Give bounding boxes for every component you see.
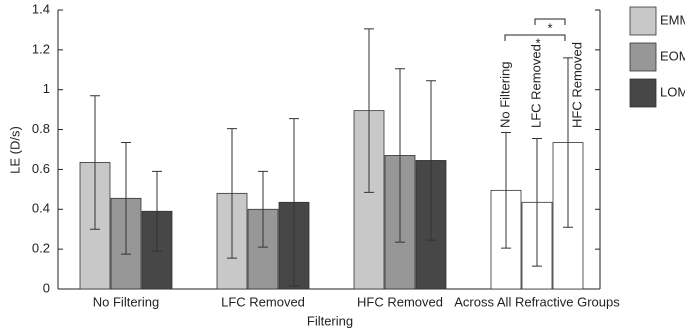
y-tick-label: 0.2 bbox=[32, 241, 50, 256]
group-label: No Filtering bbox=[497, 62, 512, 128]
error-bar bbox=[258, 170, 268, 248]
x-tick-label: HFC Removed bbox=[357, 294, 443, 309]
y-tick-label: 1.2 bbox=[32, 41, 50, 56]
x-tick-label: Across All Refractive Groups bbox=[454, 294, 620, 309]
legend-label: LOM bbox=[660, 84, 685, 99]
error-bar bbox=[501, 132, 511, 249]
y-tick-label: 1 bbox=[43, 81, 50, 96]
y-tick-label: 0 bbox=[43, 280, 50, 295]
error-bar bbox=[289, 118, 299, 287]
legend-swatch bbox=[629, 6, 657, 36]
error-bar bbox=[395, 68, 405, 243]
y-tick-label: 1.4 bbox=[32, 1, 50, 16]
error-bar bbox=[532, 138, 542, 267]
legend-label: EMM bbox=[660, 12, 685, 27]
error-bar bbox=[90, 95, 100, 230]
error-bar bbox=[227, 128, 237, 259]
annotation: * bbox=[535, 35, 540, 50]
significance-bracket bbox=[504, 18, 566, 41]
error-bar bbox=[152, 170, 162, 252]
y-axis-label: LE (D/s) bbox=[7, 126, 22, 174]
annotation: * bbox=[547, 20, 552, 35]
group-label: HFC Removed bbox=[569, 42, 584, 128]
group-label: LFC Removed bbox=[528, 44, 543, 128]
legend-swatch bbox=[629, 42, 657, 72]
error-bar bbox=[563, 57, 573, 228]
error-bar bbox=[426, 80, 436, 241]
x-axis-label: Filtering bbox=[307, 313, 353, 328]
y-tick-label: 0.6 bbox=[32, 161, 50, 176]
legend-swatch bbox=[629, 78, 657, 108]
y-tick-label: 0.8 bbox=[32, 121, 50, 136]
error-bar bbox=[121, 142, 131, 255]
x-tick-label: No Filtering bbox=[93, 294, 159, 309]
x-tick-label: LFC Removed bbox=[221, 294, 305, 309]
y-tick-label: 0.4 bbox=[32, 201, 50, 216]
error-bar bbox=[364, 28, 374, 193]
legend-label: EOM bbox=[660, 48, 685, 63]
